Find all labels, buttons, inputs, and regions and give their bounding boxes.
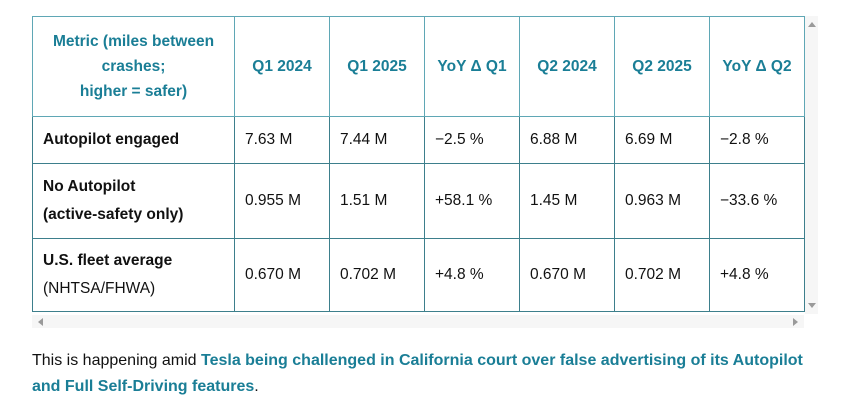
table-cell: +4.8 % — [709, 238, 805, 312]
header-yoy-q1: YoY Δ Q1 — [424, 16, 520, 117]
vertical-scrollbar[interactable] — [805, 16, 818, 314]
table-row: Autopilot engaged 7.63 M 7.44 M −2.5 % 6… — [32, 116, 805, 164]
header-q2-2024: Q2 2024 — [519, 16, 615, 117]
header-metric-line-1: Metric (miles between — [52, 33, 215, 50]
header-metric-line-3: higher = safer) — [79, 83, 188, 100]
scroll-down-arrow-icon[interactable] — [808, 303, 816, 308]
paragraph-prefix: This is happening amid — [32, 352, 201, 369]
table-cell: 0.702 M — [329, 238, 425, 312]
table-cell: −2.5 % — [424, 116, 520, 164]
row-label: No Autopilot (active-safety only) — [32, 163, 235, 239]
table-cell: 6.69 M — [614, 116, 710, 164]
table-cell: 1.45 M — [519, 163, 615, 239]
table-cell: −33.6 % — [709, 163, 805, 239]
table-cell: +4.8 % — [424, 238, 520, 312]
row-label: Autopilot engaged — [32, 116, 235, 164]
table-cell: 7.44 M — [329, 116, 425, 164]
table-row: U.S. fleet average (NHTSA/FHWA) 0.670 M … — [32, 238, 805, 312]
table-cell: 0.702 M — [614, 238, 710, 312]
table-cell: 0.963 M — [614, 163, 710, 239]
table-header-row: Metric (miles between crashes; higher = … — [32, 16, 805, 117]
scroll-right-arrow-icon[interactable] — [793, 318, 798, 326]
article-link[interactable]: Tesla being challenged in California cou… — [32, 352, 803, 395]
horizontal-scrollbar[interactable] — [32, 315, 804, 328]
table-row: No Autopilot (active-safety only) 0.955 … — [32, 163, 805, 239]
table-cell: 7.63 M — [234, 116, 330, 164]
header-q1-2025: Q1 2025 — [329, 16, 425, 117]
table-cell: −2.8 % — [709, 116, 805, 164]
paragraph-suffix: . — [254, 378, 259, 395]
table-cell: 1.51 M — [329, 163, 425, 239]
table-cell: 0.670 M — [234, 238, 330, 312]
row-label: U.S. fleet average (NHTSA/FHWA) — [32, 238, 235, 312]
article-paragraph: This is happening amid Tesla being chall… — [32, 348, 822, 400]
table-cell: 0.670 M — [519, 238, 615, 312]
header-q2-2025: Q2 2025 — [614, 16, 710, 117]
table-cell: 0.955 M — [234, 163, 330, 239]
header-metric: Metric (miles between crashes; higher = … — [32, 16, 235, 117]
comparison-table-container: Metric (miles between crashes; higher = … — [32, 16, 805, 314]
table-cell: 6.88 M — [519, 116, 615, 164]
crash-metrics-table: Metric (miles between crashes; higher = … — [32, 16, 805, 312]
header-yoy-q2: YoY Δ Q2 — [709, 16, 805, 117]
header-metric-line-2: crashes; — [101, 58, 166, 75]
header-q1-2024: Q1 2024 — [234, 16, 330, 117]
scroll-left-arrow-icon[interactable] — [38, 318, 43, 326]
scroll-up-arrow-icon[interactable] — [808, 22, 816, 27]
table-cell: +58.1 % — [424, 163, 520, 239]
